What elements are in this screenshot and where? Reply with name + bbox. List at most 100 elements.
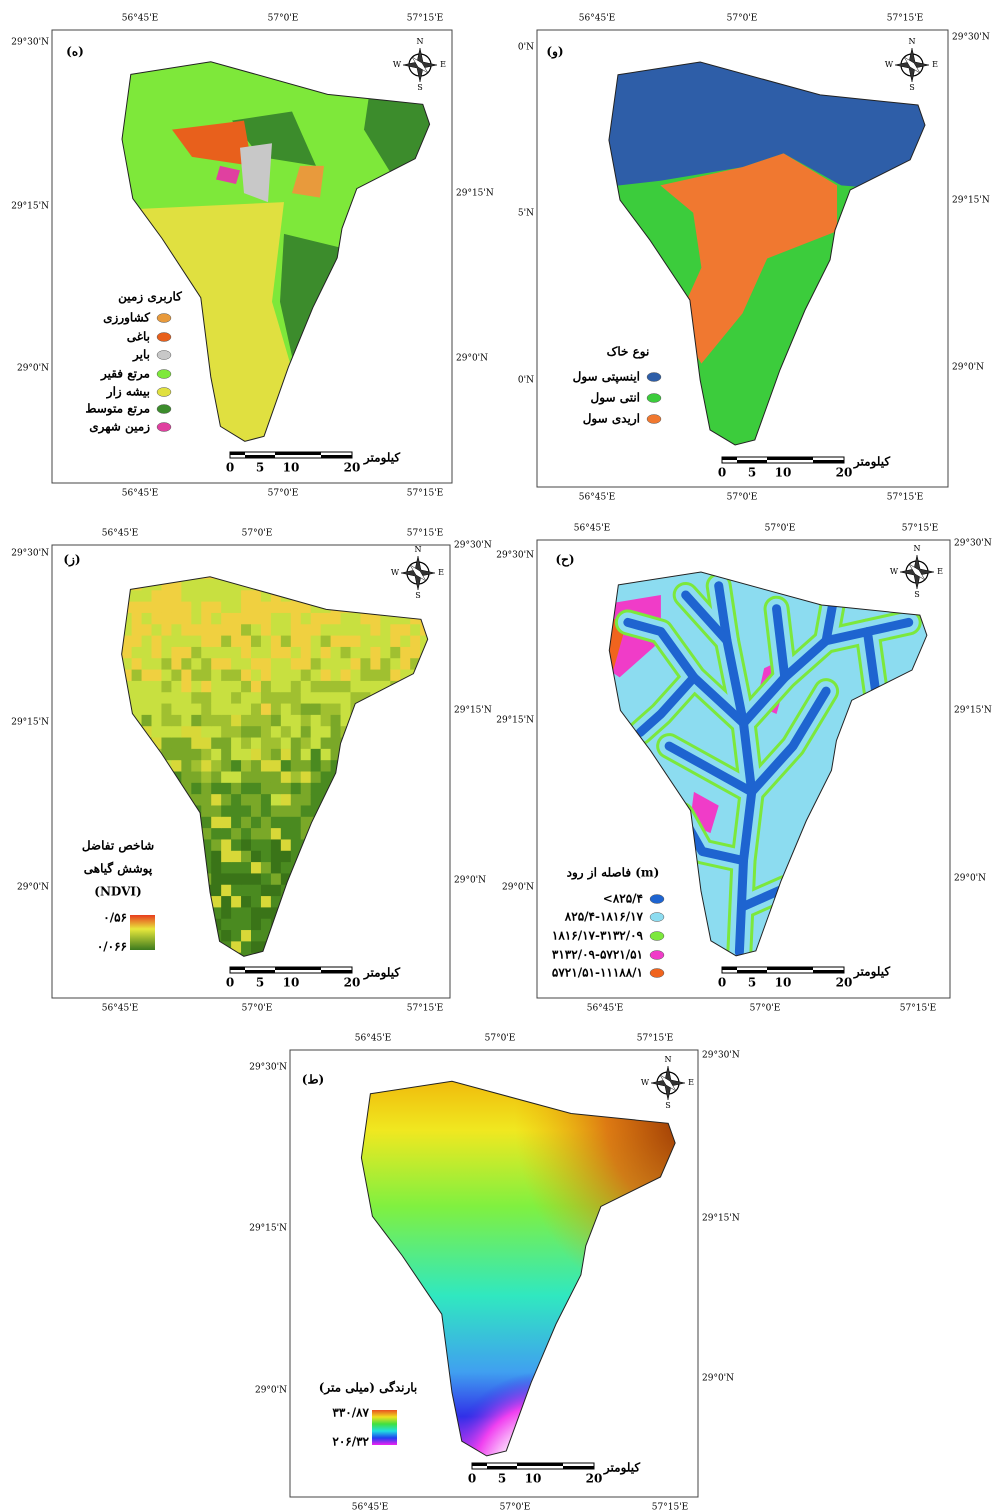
scale-label: 20 <box>344 461 361 475</box>
ndvi-cell <box>241 613 251 625</box>
ndvi-cell <box>191 715 201 727</box>
ndvi-cell <box>161 670 171 682</box>
scale-bar-segment <box>533 1463 563 1466</box>
ndvi-cell <box>341 636 351 648</box>
scale-label: 20 <box>344 976 361 990</box>
ndvi-cell <box>281 783 291 795</box>
ndvi-cell <box>301 647 311 659</box>
scale-bar-segment <box>502 1466 517 1469</box>
legend-swatch <box>647 373 661 382</box>
ndvi-cell <box>321 726 331 738</box>
ndvi-cell <box>351 636 361 648</box>
ndvi-cell <box>400 636 410 648</box>
ndvi-cell <box>142 602 152 614</box>
ndvi-cell <box>161 602 171 614</box>
ndvi-cell <box>241 828 251 840</box>
ndvi-cell <box>181 681 191 693</box>
ndvi-cell <box>321 715 331 727</box>
compass-letter: N <box>909 37 916 46</box>
scale-unit: کیلومتر <box>363 966 400 981</box>
ndvi-cell <box>390 647 400 659</box>
ndvi-cell <box>231 692 241 704</box>
ndvi-cell <box>331 681 341 693</box>
lat-label: 29°15'N <box>456 189 494 199</box>
lon-label: 57°15'E <box>407 14 443 24</box>
ndvi-cell <box>261 670 271 682</box>
ndvi-cell <box>191 579 201 591</box>
ndvi-cell <box>211 873 221 885</box>
ndvi-cell <box>161 704 171 716</box>
ndvi-cell <box>251 851 261 863</box>
scale-bar-segment <box>813 970 844 973</box>
ndvi-cell <box>241 772 251 784</box>
legend-swatch <box>647 394 661 403</box>
ndvi-cell <box>251 919 261 931</box>
lat-label: 29°0'N <box>954 874 986 884</box>
compass-letter: N <box>415 545 422 554</box>
ndvi-cell <box>211 647 221 659</box>
scale-bar-segment <box>472 1463 487 1466</box>
scale-bar-segment <box>783 967 813 970</box>
ndvi-cell <box>132 670 142 682</box>
ndvi-cell <box>251 715 261 727</box>
ndvi-cell <box>360 613 370 625</box>
panel-label: (ح) <box>555 553 574 568</box>
scale-label: 0 <box>226 461 234 475</box>
scale-bar-segment <box>517 1463 533 1466</box>
ndvi-cell <box>241 715 251 727</box>
scale-bar-segment <box>767 967 783 970</box>
ndvi-cell <box>152 636 162 648</box>
lon-label: 56°45'E <box>102 1004 138 1014</box>
ndvi-cell <box>181 726 191 738</box>
ndvi-cell <box>211 715 221 727</box>
ndvi-cell <box>261 794 271 806</box>
ndvi-cell <box>341 613 351 625</box>
ndvi-cell <box>171 692 181 704</box>
ndvi-cell <box>271 715 281 727</box>
ndvi-cell <box>211 738 221 750</box>
ndvi-cell <box>291 738 301 750</box>
ndvi-cell <box>142 670 152 682</box>
ndvi-cell <box>281 715 291 727</box>
ndvi-cell <box>201 670 211 682</box>
ndvi-cell <box>351 670 361 682</box>
ndvi-cell <box>301 760 311 772</box>
lon-label: 57°15'E <box>407 1004 443 1014</box>
ndvi-cell <box>261 704 271 716</box>
scale-unit: کیلومتر <box>853 965 890 980</box>
ndvi-cell <box>251 896 261 908</box>
legend-label: مرتع فقیر <box>100 367 150 382</box>
compass-letter: N <box>665 1055 672 1064</box>
ndvi-cell <box>301 681 311 693</box>
ndvi-cell <box>301 772 311 784</box>
scale-bar-segment <box>230 452 245 455</box>
ndvi-cell <box>261 907 271 919</box>
ndvi-cell <box>241 602 251 614</box>
ndvi-cell <box>251 738 261 750</box>
compass-letter: E <box>688 1078 694 1087</box>
ndvi-cell <box>231 907 241 919</box>
ndvi-cell <box>211 590 221 602</box>
compass-letter: S <box>909 83 914 92</box>
ndvi-cell <box>201 749 211 761</box>
ndvi-cell <box>291 715 301 727</box>
ndvi-cell <box>132 704 142 716</box>
ndvi-cell <box>171 658 181 670</box>
legend-label: انتی سول <box>591 391 640 406</box>
ndvi-cell <box>311 613 321 625</box>
ndvi-cell <box>271 862 281 874</box>
ndvi-cell <box>201 590 211 602</box>
lat-label: 29°0'N <box>17 364 49 374</box>
compass-letter: W <box>890 567 899 576</box>
lon-label: 57°15'E <box>900 1004 936 1014</box>
ndvi-cell <box>261 885 271 897</box>
ndvi-cell <box>251 602 261 614</box>
scale-bar-segment <box>722 967 737 970</box>
compass-letter: W <box>391 568 400 577</box>
ndvi-cell <box>351 658 361 670</box>
ndvi-cell <box>152 704 162 716</box>
lat-label: 29°0'N <box>255 1386 287 1396</box>
ndvi-cell <box>251 647 261 659</box>
ndvi-cell <box>291 681 301 693</box>
ndvi-cell <box>152 602 162 614</box>
